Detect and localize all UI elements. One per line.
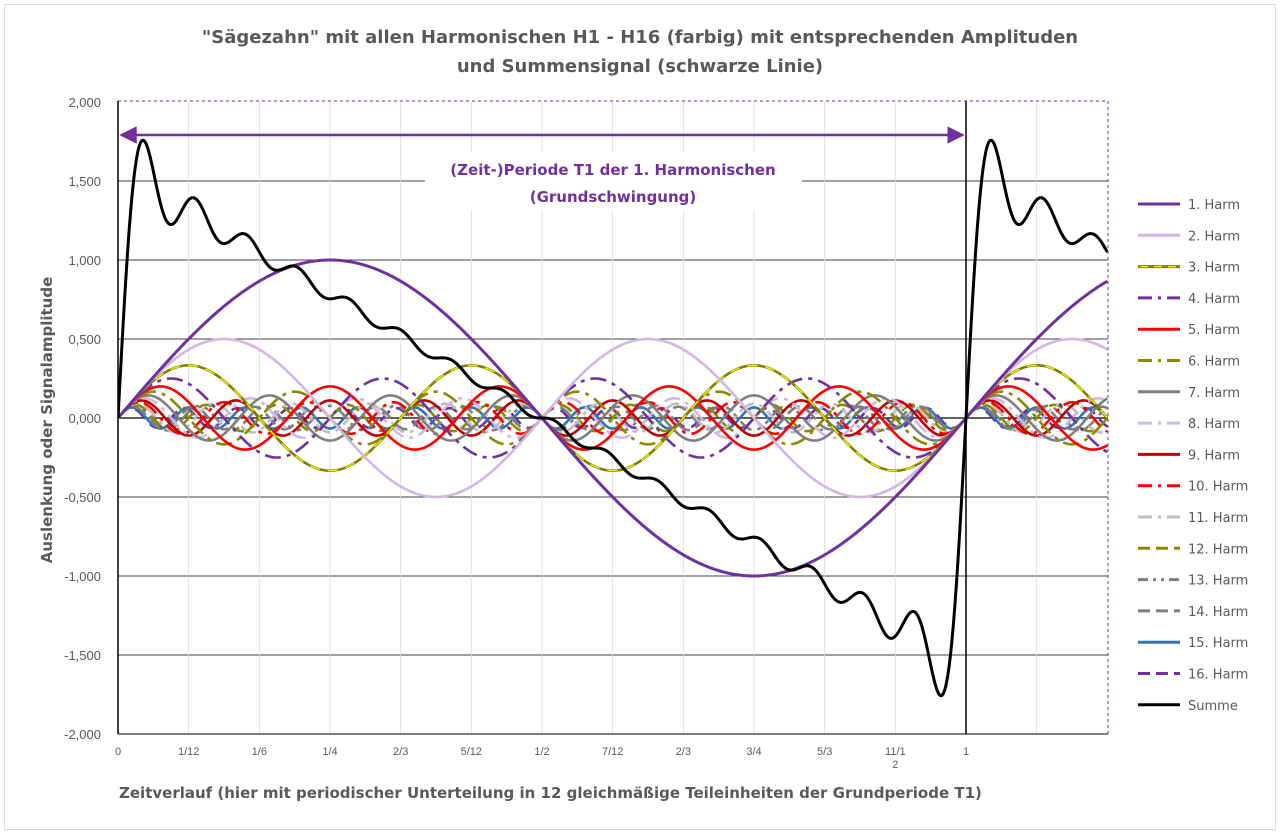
y-tick-label: 0,000 [68, 411, 101, 426]
series-line-harm-5 [118, 385, 1108, 451]
y-tick-label: 1,500 [68, 174, 101, 189]
y-tick-label: 0,500 [68, 332, 101, 347]
annotation-box [425, 152, 802, 210]
annotation-group: (Zeit-)Periode T1 der 1. Harmonischen (Gr… [119, 126, 965, 210]
series-line-harm-4 [118, 377, 1108, 459]
y-tick-label: -1,500 [64, 648, 101, 663]
legend: 1. Harm 2. Harm 3. Harm 4. Harm 5. Harm 6. Ha… [1138, 198, 1248, 714]
y-tick-label: -1,000 [64, 569, 101, 584]
annotation-text-line: (Zeit-)Periode T1 der 1. Harmonischen [450, 161, 775, 179]
x-tick-label: 5/3 [817, 746, 832, 758]
y-tick-label: 2,000 [68, 95, 101, 110]
x-tick-label-line2: 2 [892, 759, 898, 771]
series-line-harm-7 [118, 394, 1108, 442]
chart-frame [4, 4, 1276, 830]
legend-label: 8. Harm [1188, 417, 1240, 432]
x-tick-label: 11/1 [885, 746, 906, 758]
legend-label: 16. Harm [1188, 668, 1248, 683]
x-tick-label: 2/3 [393, 746, 408, 758]
chart-subtitle: und Summensignal (schwarze Linie) [456, 56, 824, 77]
legend-label: 11. Harm [1188, 511, 1248, 526]
y-tick-label: 1,000 [68, 253, 101, 268]
series-line-harm-8 [118, 396, 1108, 440]
legend-label: 14. Harm [1188, 605, 1248, 620]
series-line-harm-13 [118, 404, 1108, 432]
legend-label: 6. Harm [1188, 355, 1240, 370]
x-axis-label: Zeitverlauf (hier mit periodischer Unter… [119, 784, 982, 802]
y-tick-label: -2,000 [64, 727, 101, 742]
x-tick-label: 2/3 [676, 746, 691, 758]
series-line-harm-9 [118, 399, 1108, 437]
x-tick-label: 3/4 [746, 746, 761, 758]
chart-title: "Sägezahn" mit allen Harmonischen H1 - H… [201, 27, 1079, 48]
legend-label: Summe [1188, 699, 1238, 714]
legend-label: 13. Harm [1188, 574, 1248, 589]
x-tick-label: 7/12 [602, 746, 623, 758]
x-tick-label: 1 [963, 746, 969, 758]
x-tick-label: 1/12 [178, 746, 199, 758]
x-tick-label: 1/2 [534, 746, 549, 758]
x-tick-label: 1/6 [252, 746, 267, 758]
series-line-harm-12 [118, 403, 1108, 433]
series-line-harm-10 [118, 400, 1108, 436]
series-group [118, 138, 1108, 698]
y-tick-label: -0,500 [64, 490, 101, 505]
legend-label: 12. Harm [1188, 542, 1248, 557]
legend-label: 3. Harm [1188, 261, 1240, 276]
legend-label: 4. Harm [1188, 292, 1240, 307]
legend-label: 2. Harm [1188, 229, 1240, 244]
legend-label: 15. Harm [1188, 636, 1248, 651]
legend-label: 9. Harm [1188, 448, 1240, 463]
series-line-harm-11 [118, 402, 1108, 434]
legend-label: 7. Harm [1188, 386, 1240, 401]
legend-label: 5. Harm [1188, 323, 1240, 338]
legend-label: 10. Harm [1188, 480, 1248, 495]
x-tick-label: 5/12 [461, 746, 482, 758]
annotation-text-line: (Grundschwingung) [530, 188, 697, 206]
x-tick-label: 1/4 [322, 746, 337, 758]
x-tick-label: 0 [115, 746, 121, 758]
series-line-summe [118, 138, 1108, 698]
legend-label: 1. Harm [1188, 198, 1240, 213]
